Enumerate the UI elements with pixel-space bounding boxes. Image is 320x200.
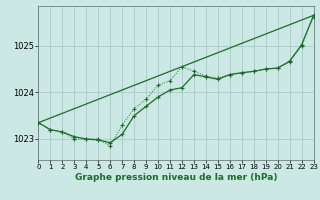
X-axis label: Graphe pression niveau de la mer (hPa): Graphe pression niveau de la mer (hPa) <box>75 173 277 182</box>
